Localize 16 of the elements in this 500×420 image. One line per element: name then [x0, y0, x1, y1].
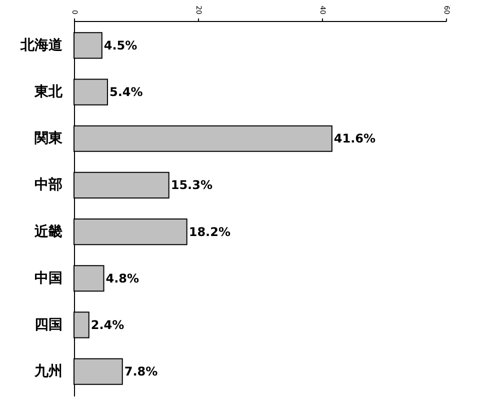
y-tick-label: 九州	[34, 364, 62, 380]
data-label: 41.6%	[334, 132, 376, 146]
data-label: 15.3%	[170, 178, 212, 192]
y-tick-label: 関東	[34, 130, 64, 147]
data-label: 4.8%	[106, 271, 140, 286]
data-label: 5.4%	[109, 85, 143, 100]
data-label: 2.4%	[90, 318, 124, 332]
data-label: 18.2%	[188, 224, 230, 239]
y-tick-label: 北海道	[20, 37, 64, 54]
data-label: 7.8%	[124, 364, 158, 379]
y-tick-label: 四国	[34, 316, 62, 333]
data-label: 4.5%	[104, 38, 138, 52]
y-tick-label: 中国	[34, 270, 62, 286]
y-tick-label: 東北	[34, 84, 64, 100]
y-tick-label: 近畿	[34, 222, 62, 240]
y-tick-label: 中部	[34, 176, 62, 194]
